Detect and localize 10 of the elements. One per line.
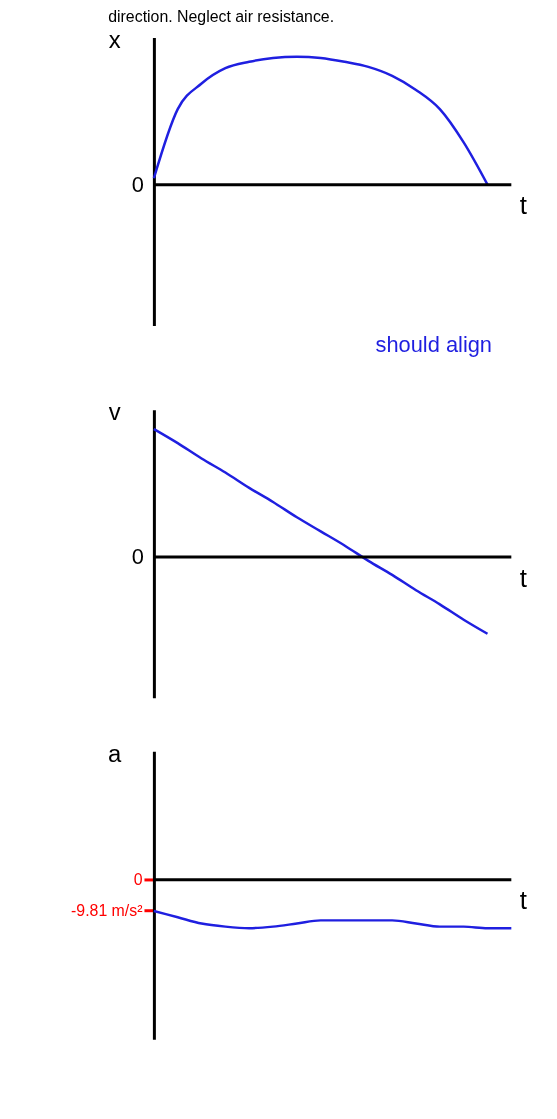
x-axis-title: t <box>519 191 527 220</box>
y-axis-title: x <box>108 25 121 53</box>
line-series <box>152 909 513 930</box>
text: should align <box>375 332 493 358</box>
x-axis-title: t <box>519 563 527 592</box>
x-axis-title: t <box>519 886 527 915</box>
chart-title: direction. Neglect air resistance. <box>108 7 335 25</box>
y-axis-title: v <box>108 398 121 426</box>
y-axis-title: a <box>108 739 123 767</box>
y-tick-label: -9.81 m/s² <box>71 901 143 919</box>
